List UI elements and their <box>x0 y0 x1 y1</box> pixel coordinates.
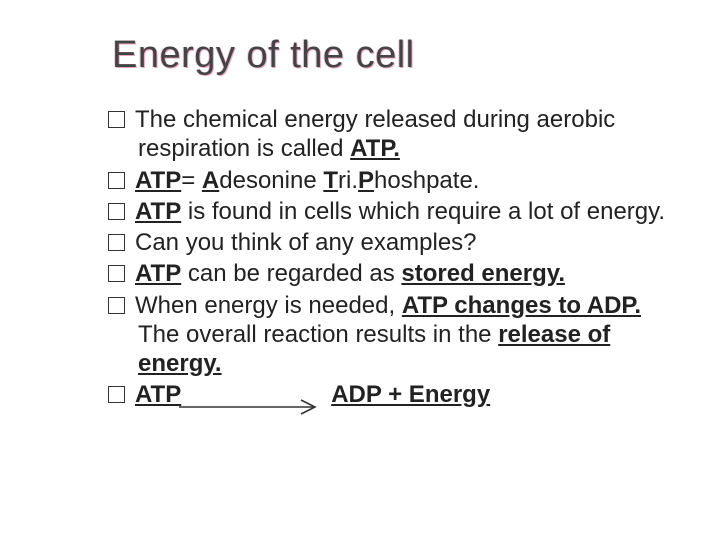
text: is found in cells which require a lot of… <box>181 198 665 225</box>
text-stored-energy: stored energy. <box>401 260 565 287</box>
text-atp: ATP <box>135 167 181 194</box>
bullet-5: ATP can be regarded as stored energy. <box>108 259 668 288</box>
letter-p: P <box>358 167 374 194</box>
bullet-icon <box>108 234 125 251</box>
bullet-7: ATP ADP + Energy <box>108 380 668 409</box>
text-atp: ATP. <box>350 135 400 162</box>
bullet-4: Can you think of any examples? <box>108 228 668 257</box>
text: desonine <box>219 167 323 194</box>
bullet-6: When energy is needed, ATP changes to AD… <box>108 291 668 379</box>
text-atp: ATP <box>135 260 181 287</box>
letter-a: A <box>202 167 219 194</box>
bullet-icon <box>108 297 125 314</box>
text: hoshpate. <box>374 167 479 194</box>
text: can be regarded as <box>181 260 401 287</box>
text: The overall reaction results in the <box>138 321 498 348</box>
slide-title: Energy of the cell <box>112 34 668 77</box>
bullet-icon <box>108 172 125 189</box>
text: When energy is needed, <box>135 292 402 319</box>
bullet-icon <box>108 386 125 403</box>
letter-t: T <box>323 167 338 194</box>
text-adp-energy: ADP + Energy <box>331 381 490 408</box>
slide: Energy of the cell The chemical energy r… <box>0 0 720 540</box>
bullet-icon <box>108 265 125 282</box>
text-atp: ATP <box>135 198 181 225</box>
text: Can you think of any examples? <box>135 229 477 256</box>
bullet-icon <box>108 111 125 128</box>
text-atp-to-adp: ATP changes to ADP. <box>402 292 641 319</box>
text: ri. <box>338 167 358 194</box>
slide-body: The chemical energy released during aero… <box>100 105 668 410</box>
text: = <box>181 167 202 194</box>
bullet-icon <box>108 203 125 220</box>
bullet-2: ATP= Adesonine Tri.Phoshpate. <box>108 166 668 195</box>
bullet-3: ATP is found in cells which require a lo… <box>108 197 668 226</box>
bullet-1: The chemical energy released during aero… <box>108 105 668 164</box>
